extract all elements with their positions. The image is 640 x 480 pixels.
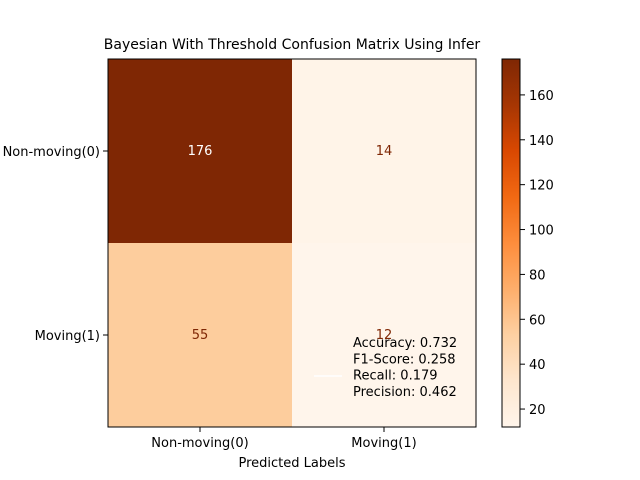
heatmap-cells: 176 14 55 12 xyxy=(108,59,476,427)
colorbar-ticks: 20 40 60 80 100 120 140 160 xyxy=(520,89,554,418)
heatmap-cell xyxy=(292,59,476,243)
colorbar-tick-label: 20 xyxy=(529,403,546,418)
x-axis-ticks: Non-moving(0) Moving(1) xyxy=(151,427,417,451)
colorbar-tick-label: 80 xyxy=(529,268,546,283)
y-tick-label: Moving(1) xyxy=(35,329,100,344)
legend-metric-line: Recall: 0.179 xyxy=(353,369,438,384)
colorbar-tick-label: 60 xyxy=(529,313,546,328)
colorbar-tick-label: 160 xyxy=(529,89,554,104)
heatmap-cell xyxy=(292,243,476,427)
plot-frame xyxy=(107,58,477,428)
colorbar-tick-label: 100 xyxy=(529,224,554,239)
colorbar: 20 40 60 80 100 120 140 160 xyxy=(501,58,554,428)
colorbar-gradient xyxy=(501,58,521,428)
colorbar-tick-label: 120 xyxy=(529,179,554,194)
cell-value-label: 14 xyxy=(376,144,393,159)
y-tick-label: Non-moving(0) xyxy=(3,145,100,160)
legend-metric-line: Accuracy: 0.732 xyxy=(353,336,457,351)
x-tick-label: Non-moving(0) xyxy=(151,436,248,451)
chart-title: Bayesian With Threshold Confusion Matrix… xyxy=(104,37,481,53)
y-axis-ticks: Non-moving(0) Moving(1) xyxy=(3,145,108,344)
heatmap-cell xyxy=(108,243,292,427)
legend-metric-line: F1-Score: 0.258 xyxy=(353,352,456,367)
cell-value-label: 55 xyxy=(192,328,209,343)
colorbar-tick-label: 140 xyxy=(529,134,554,149)
legend-metric-line: Precision: 0.462 xyxy=(353,385,457,400)
heatmap-cell xyxy=(108,59,292,243)
cell-value-label: 176 xyxy=(188,144,213,159)
x-axis-label: Predicted Labels xyxy=(238,456,345,471)
cell-value-label: 12 xyxy=(376,328,393,343)
colorbar-tick-label: 40 xyxy=(529,358,546,373)
x-tick-label: Moving(1) xyxy=(351,436,416,451)
